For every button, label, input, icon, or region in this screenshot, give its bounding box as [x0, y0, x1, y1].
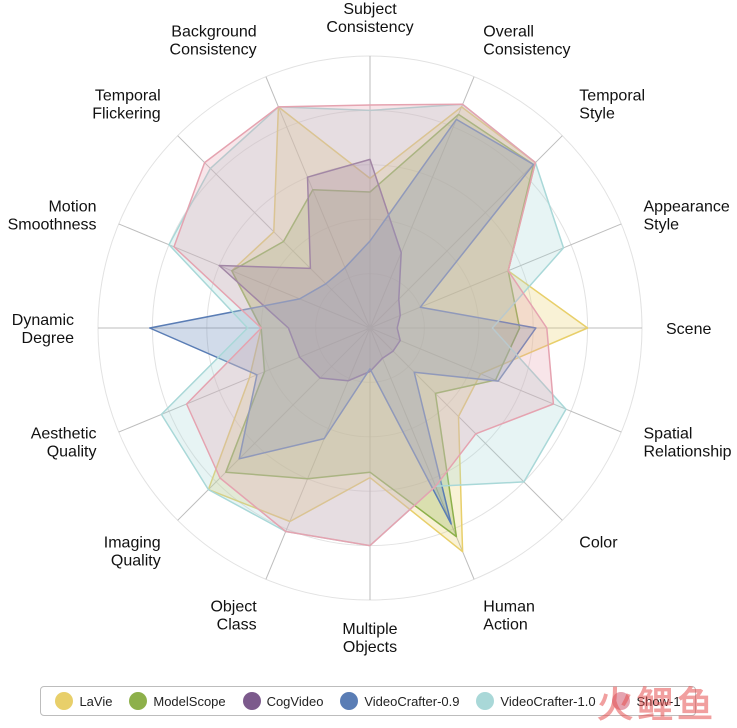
axis-label-scene: Scene — [666, 321, 711, 338]
series-videocrafter-0-9 — [148, 118, 537, 525]
axis-label-background-consistency: Background Consistency — [170, 24, 257, 59]
legend: LaVie ModelScope CogVideo VideoCrafter-0.9 V… — [40, 686, 696, 716]
legend-item-videocrafter-1-0[interactable]: VideoCrafter-1.0 — [476, 692, 596, 710]
axis-spoke-10 — [265, 327, 371, 580]
axis-spoke-7 — [369, 327, 563, 521]
series-show-1 — [173, 103, 555, 547]
legend-swatch — [242, 692, 261, 710]
legend-label: VideoCrafter-1.0 — [500, 693, 596, 709]
legend-swatch — [129, 692, 148, 710]
axis-spoke-4 — [369, 223, 622, 329]
legend-swatch — [612, 692, 631, 710]
radar-series — [148, 103, 589, 553]
legend-label: LaVie — [79, 693, 113, 709]
legend-label: CogVideo — [266, 693, 324, 709]
legend-label: Show-1 — [636, 693, 681, 709]
axis-label-color: Color — [579, 534, 618, 551]
axis-label-spatial-relationship: Spatial Relationship — [644, 425, 732, 460]
axis-spoke-2 — [369, 76, 475, 329]
axis-spoke-8 — [369, 327, 475, 580]
legend-label: VideoCrafter-0.9 — [364, 693, 460, 709]
axis-label-appearance-style: Appearance Style — [644, 199, 730, 234]
axis-label-overall-consistency: Overall Consistency — [483, 24, 570, 59]
axis-label-object-class: Object Class — [210, 599, 257, 634]
series-cogvideo — [218, 158, 402, 382]
legend-swatch — [55, 692, 74, 710]
axis-label-multiple-objects: Multiple Objects — [342, 621, 397, 656]
legend-item-modelscope[interactable]: ModelScope — [129, 692, 226, 710]
axis-label-temporal-flickering: Temporal Flickering — [92, 88, 160, 123]
axis-spoke-12 — [118, 327, 371, 433]
axis-spoke-16 — [265, 76, 371, 329]
axis-label-aesthetic-quality: Aesthetic Quality — [31, 425, 97, 460]
axis-label-subject-consistency: Subject Consistency — [326, 1, 413, 36]
legend-item-lavie[interactable]: LaVie — [55, 692, 112, 710]
watermark-logo: 火鲤鱼 — [596, 684, 717, 725]
axis-label-motion-smoothness: Motion Smoothness — [8, 199, 97, 234]
legend-swatch — [476, 692, 495, 710]
axis-label-human-action: Human Action — [483, 599, 535, 634]
axis-label-dynamic-degree: Dynamic Degree — [12, 312, 74, 347]
legend-item-show-1[interactable]: Show-1 — [612, 692, 681, 710]
legend-item-cogvideo[interactable]: CogVideo — [242, 692, 324, 710]
legend-label: ModelScope — [153, 693, 226, 709]
axis-spoke-14 — [118, 223, 371, 329]
axis-label-imaging-quality: Imaging Quality — [104, 534, 161, 569]
legend-swatch — [340, 692, 359, 710]
legend-item-videocrafter-0-9[interactable]: VideoCrafter-0.9 — [340, 692, 460, 710]
axis-labels: Subject Consistency Overall Consistency Temp… — [8, 1, 732, 656]
axis-label-temporal-style: Temporal Style — [579, 88, 645, 123]
axis-spoke-11 — [177, 327, 371, 521]
